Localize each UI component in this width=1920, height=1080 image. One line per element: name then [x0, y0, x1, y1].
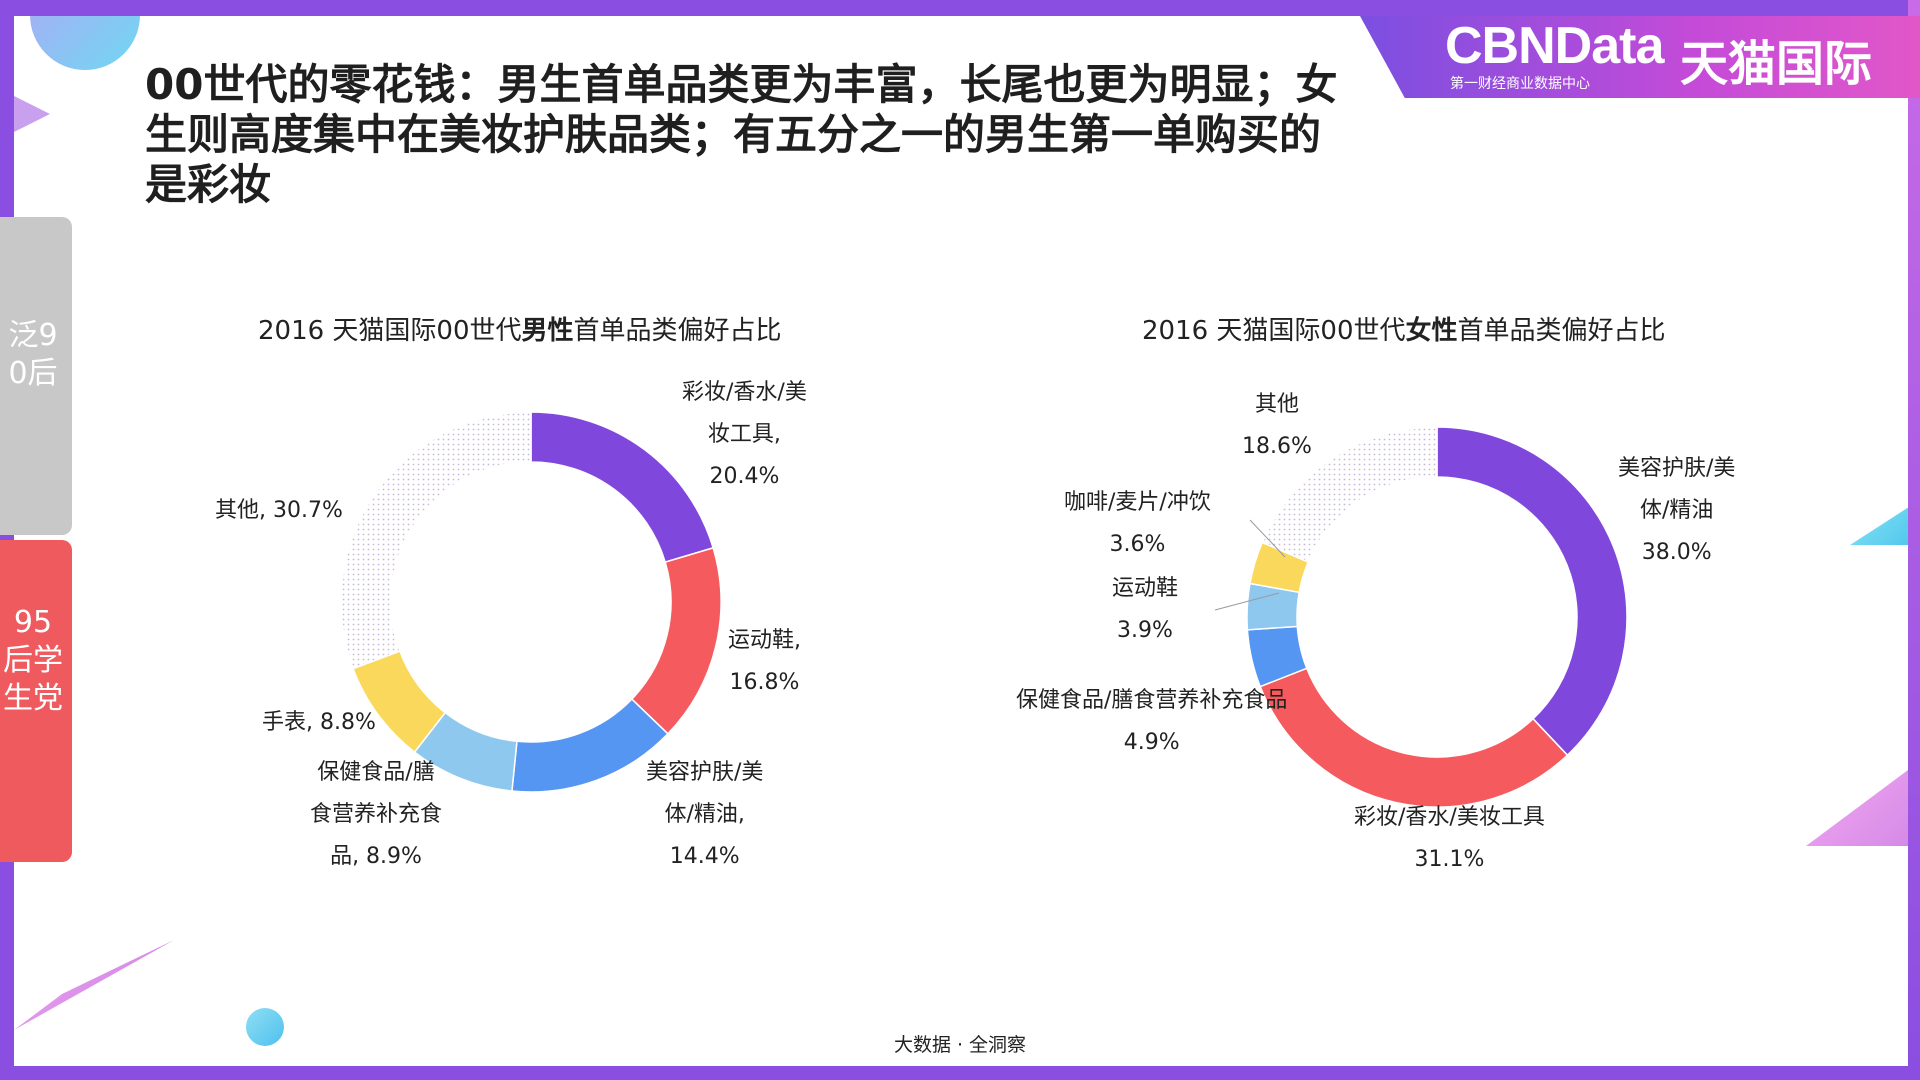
label-male-makeup: 彩妆/香水/美 妆工具, 20.4% — [682, 372, 807, 498]
label-line: 38.0% — [1641, 540, 1712, 565]
label-line: 31.1% — [1414, 847, 1485, 872]
label-line: 妆工具, — [707, 422, 781, 447]
label-line: 手表, 8.8% — [262, 710, 376, 735]
side-tab-post90-label: 泛90后 — [8, 318, 58, 391]
label-line: 咖啡/麦片/冲饮 — [1064, 490, 1211, 515]
label-line: 体/精油, — [664, 802, 745, 827]
label-line: 食营养补充食 — [310, 802, 443, 827]
chart-title-male-bold: 男性 — [521, 316, 574, 346]
donut-slice-0 — [1436, 426, 1628, 757]
label-line: 彩妆/香水/美妆工具 — [1354, 805, 1545, 830]
label-female-makeup: 彩妆/香水/美妆工具 31.1% — [1354, 797, 1545, 881]
label-male-sneakers: 运动鞋, 16.8% — [728, 620, 801, 704]
label-line: 美容护肤/美 — [646, 760, 764, 785]
chart-title-female-prefix: 2016 天猫国际00世代 — [1142, 316, 1406, 346]
label-male-skincare: 美容护肤/美 体/精油, 14.4% — [646, 752, 763, 878]
donut-slice-5 — [340, 411, 532, 670]
chart-title-female-suffix: 首单品类偏好占比 — [1457, 316, 1666, 346]
donut-slice-5 — [1261, 426, 1438, 564]
partner-logo: 天猫国际 — [1680, 36, 1873, 92]
footer-slogan: 大数据 · 全洞察 — [893, 1034, 1027, 1056]
label-line: 运动鞋 — [1112, 576, 1179, 601]
label-female-skincare: 美容护肤/美 体/精油 38.0% — [1618, 448, 1735, 574]
page-frame-right — [1908, 0, 1920, 1080]
brand-banner: CBNData 第一财经商业数据中心 天猫国际 — [1360, 16, 1920, 98]
decor-triangle-left — [14, 96, 50, 132]
label-line: 3.6% — [1109, 532, 1166, 557]
label-line: 品, 8.9% — [330, 844, 422, 869]
label-line: 16.8% — [729, 670, 800, 695]
label-line: 体/精油 — [1640, 498, 1714, 523]
chart-title-male: 2016 天猫国际00世代男性首单品类偏好占比 — [258, 310, 782, 347]
brand-subtitle: 第一财经商业数据中心 — [1450, 76, 1590, 92]
side-tab-post90[interactable]: 泛90后 — [0, 217, 72, 535]
label-line: 4.9% — [1123, 730, 1180, 755]
donut-chart-male — [340, 411, 722, 793]
side-tab-post95-label: 95后学生党 — [3, 605, 63, 716]
donut-chart-female — [1246, 426, 1628, 808]
side-tab-post95-students[interactable]: 95后学生党 — [0, 540, 72, 862]
label-line: 保健食品/膳食营养补充食品 — [1016, 688, 1288, 713]
label-line: 3.9% — [1117, 618, 1173, 643]
label-female-supplements: 保健食品/膳食营养补充食品 4.9% — [1016, 680, 1287, 764]
label-line: 18.6% — [1242, 434, 1312, 459]
donut-slice-1 — [1259, 667, 1569, 808]
chart-title-male-suffix: 首单品类偏好占比 — [573, 316, 782, 346]
brand-logo: CBNData — [1445, 17, 1664, 75]
label-line: 运动鞋, — [728, 628, 801, 653]
label-male-watch: 手表, 8.8% — [262, 702, 376, 744]
chart-title-female-bold: 女性 — [1405, 316, 1458, 346]
chart-title-male-prefix: 2016 天猫国际00世代 — [258, 316, 522, 346]
label-female-other: 其他 18.6% — [1242, 384, 1312, 468]
page-title: 00世代的零花钱：男生首单品类更为丰富，长尾也更为明显；女生则高度集中在美妆护肤… — [145, 60, 1338, 209]
label-line: 其他, 30.7% — [215, 498, 343, 523]
leader-line-coffee — [1249, 519, 1286, 558]
label-line: 14.4% — [669, 844, 740, 869]
leader-line-sneakers — [1214, 592, 1280, 611]
label-line: 彩妆/香水/美 — [682, 380, 807, 405]
label-line: 其他 — [1254, 392, 1299, 417]
label-male-other: 其他, 30.7% — [215, 490, 343, 532]
chart-title-female: 2016 天猫国际00世代女性首单品类偏好占比 — [1142, 310, 1666, 347]
decor-circle-bottom — [246, 1008, 284, 1046]
label-line: 美容护肤/美 — [1618, 456, 1736, 481]
label-line: 保健食品/膳 — [317, 760, 435, 785]
label-male-supplements: 保健食品/膳 食营养补充食 品, 8.9% — [310, 752, 442, 878]
label-female-sneakers: 运动鞋 3.9% — [1112, 568, 1178, 652]
label-line: 20.4% — [709, 464, 780, 489]
label-female-coffee: 咖啡/麦片/冲饮 3.6% — [1064, 482, 1211, 566]
